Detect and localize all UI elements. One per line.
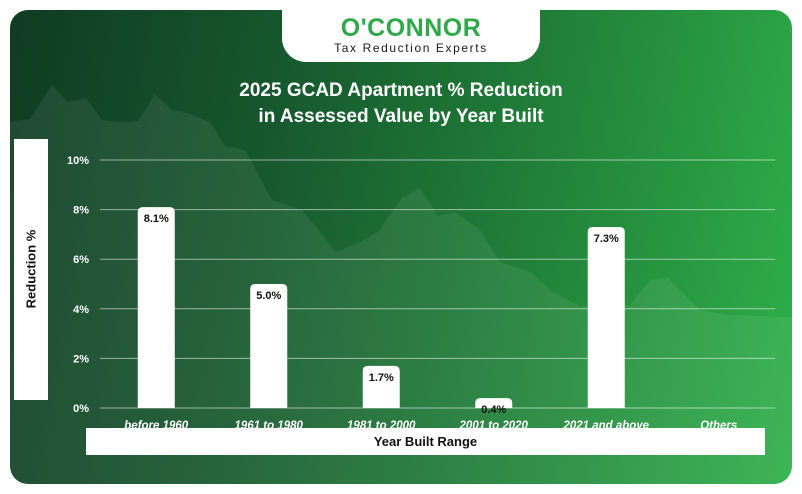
data-label: 7.3%	[594, 233, 619, 245]
x-tick-label: before 1960	[124, 420, 189, 432]
y-tick-label: 2%	[73, 353, 89, 365]
x-tick-label: Others	[700, 420, 737, 432]
brand-tagline: Tax Reduction Experts	[334, 41, 488, 55]
data-label: 1.7%	[369, 372, 394, 384]
bar	[475, 398, 513, 408]
chart-title-line2: in Assessed Value by Year Built	[258, 106, 544, 127]
bar	[362, 365, 400, 408]
x-axis-label: Year Built Range	[86, 428, 765, 455]
brand-name: O'CONNOR	[340, 14, 482, 42]
y-tick-label: 10%	[67, 155, 89, 167]
brand-logo: O'CONNOR Tax Reduction Experts	[282, 10, 540, 62]
data-label: 8.1%	[144, 213, 169, 225]
bar	[137, 207, 175, 408]
bar	[250, 284, 288, 408]
y-tick-label: 6%	[73, 254, 89, 266]
y-axis-label-box	[14, 139, 48, 400]
x-tick-label: 2021 and above	[562, 420, 649, 432]
data-label: 0.4%	[481, 404, 506, 416]
y-tick-label: 8%	[73, 205, 89, 217]
chart-title-line1: 2025 GCAD Apartment % Reduction	[239, 80, 563, 101]
data-label: 5.0%	[256, 290, 281, 302]
x-tick-label: 1981 to 2000	[347, 420, 416, 432]
x-tick-label: 2001 to 2020	[459, 420, 529, 432]
x-tick-label: 1961 to 1980	[235, 420, 304, 432]
y-tick-label: 0%	[73, 403, 89, 415]
bar	[587, 226, 625, 408]
y-tick-label: 4%	[73, 304, 89, 316]
